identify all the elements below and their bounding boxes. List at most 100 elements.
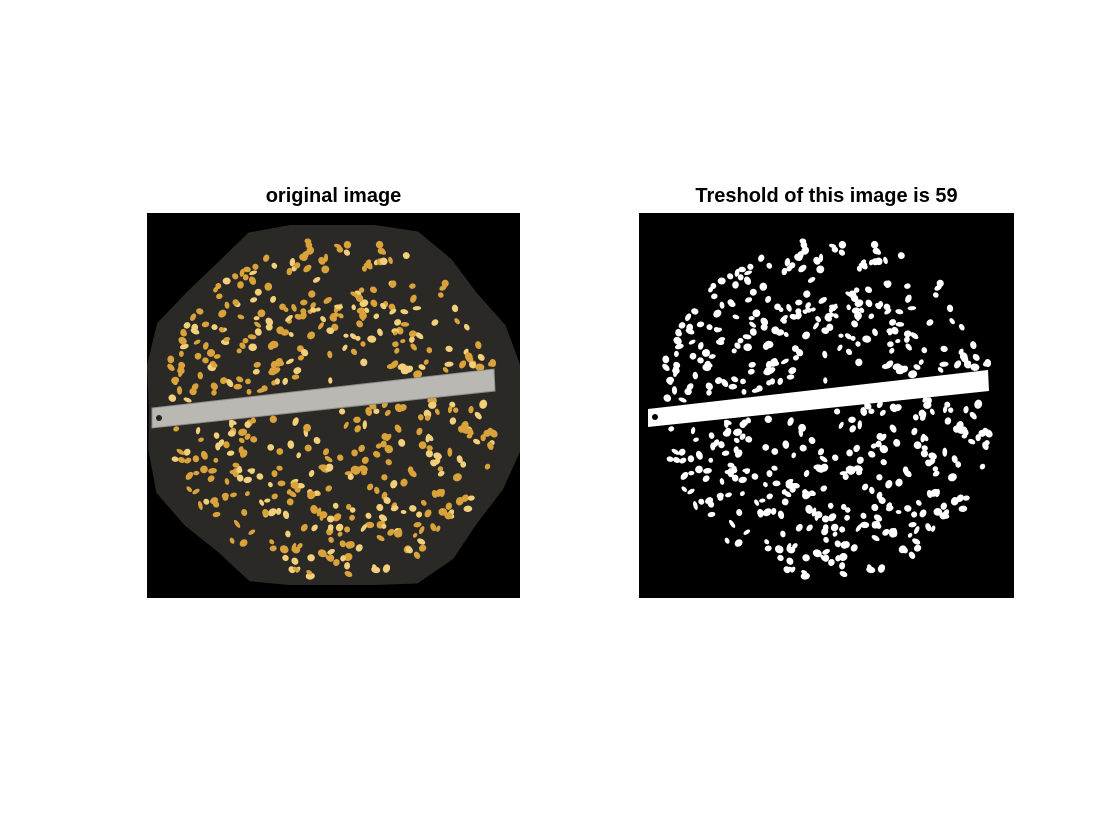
binary-seed <box>936 279 944 288</box>
seed <box>343 552 353 562</box>
binary-seed <box>913 544 922 552</box>
seed <box>447 447 453 457</box>
seed <box>335 523 344 532</box>
seed <box>474 411 482 420</box>
binary-seed <box>820 554 827 562</box>
seed <box>375 240 384 249</box>
binary-seed <box>782 440 790 449</box>
binary-seed <box>842 473 849 480</box>
seed <box>477 353 485 361</box>
seed <box>320 316 326 323</box>
seed <box>317 549 327 558</box>
binary-seed <box>844 333 852 340</box>
binary-seed <box>696 321 705 328</box>
seed <box>394 529 402 538</box>
binary-seed <box>764 415 772 424</box>
binary-seed <box>933 508 943 516</box>
seed <box>351 449 358 457</box>
binary-seed <box>823 536 829 543</box>
binary-seed <box>839 571 848 577</box>
seed <box>397 363 407 371</box>
seed <box>247 334 257 340</box>
binary-seed <box>860 521 870 529</box>
binary-seed <box>679 457 687 464</box>
seed <box>244 421 251 429</box>
binary-seed <box>695 450 703 460</box>
seed <box>360 358 368 367</box>
binary-seed <box>870 240 879 249</box>
seed <box>244 433 251 440</box>
seed <box>232 299 240 306</box>
binary-seed <box>727 299 735 306</box>
binary-seed <box>823 377 828 384</box>
seed <box>467 428 474 436</box>
seed <box>246 389 252 395</box>
seed <box>268 508 277 517</box>
binary-seed <box>688 470 695 476</box>
seed <box>173 426 180 432</box>
seed <box>343 241 352 249</box>
seed <box>297 543 303 549</box>
seed <box>384 444 394 454</box>
binary-seed <box>783 332 789 337</box>
seed <box>344 562 351 570</box>
seed <box>184 457 192 464</box>
seed <box>438 508 448 516</box>
binary-seed <box>711 293 718 300</box>
seed <box>329 314 337 322</box>
seed <box>176 448 185 455</box>
seed <box>200 465 208 474</box>
binary-seed <box>939 512 948 520</box>
binary-seed <box>813 322 819 330</box>
seed <box>300 348 309 357</box>
binary-seed <box>799 444 807 452</box>
seed <box>338 313 344 319</box>
binary-seed <box>693 437 699 442</box>
binary-seed <box>808 436 816 445</box>
binary-seed <box>887 341 894 348</box>
binary-seed <box>821 515 830 523</box>
binary-seed <box>857 420 863 430</box>
seed <box>282 554 289 562</box>
seed <box>282 377 288 385</box>
binary-seed <box>829 304 838 310</box>
seed <box>241 509 248 516</box>
binary-seed <box>727 462 735 468</box>
binary-seed <box>805 307 812 313</box>
seed <box>202 342 209 350</box>
seed <box>254 328 262 336</box>
binary-seed <box>932 292 939 298</box>
seed <box>271 262 278 269</box>
seed <box>400 478 408 487</box>
binary-seed <box>792 355 800 361</box>
seed <box>176 386 183 395</box>
binary-seed <box>777 554 784 562</box>
binary-seed <box>736 509 743 516</box>
binary-seed <box>739 421 746 429</box>
binary-seed <box>786 374 795 380</box>
binary-seed <box>912 414 919 421</box>
seed <box>226 378 234 388</box>
seed <box>366 483 374 491</box>
seed <box>306 570 313 575</box>
seed <box>308 290 316 298</box>
binary-seed <box>970 363 980 371</box>
seed <box>420 499 427 506</box>
seed <box>384 409 391 416</box>
seed <box>297 355 305 361</box>
binary-seed <box>874 248 881 255</box>
binary-seed <box>721 450 730 456</box>
seed <box>250 436 258 443</box>
binary-seed <box>822 350 828 359</box>
seed <box>455 496 464 506</box>
binary-seed <box>749 288 757 296</box>
seed <box>242 274 249 281</box>
seed <box>283 307 289 312</box>
seed <box>206 348 216 357</box>
binary-seed <box>702 475 710 482</box>
seed <box>394 319 402 326</box>
binary-seed <box>905 294 912 303</box>
binary-seed <box>838 241 847 249</box>
binary-seed <box>939 361 949 367</box>
binary-seed <box>828 558 835 567</box>
